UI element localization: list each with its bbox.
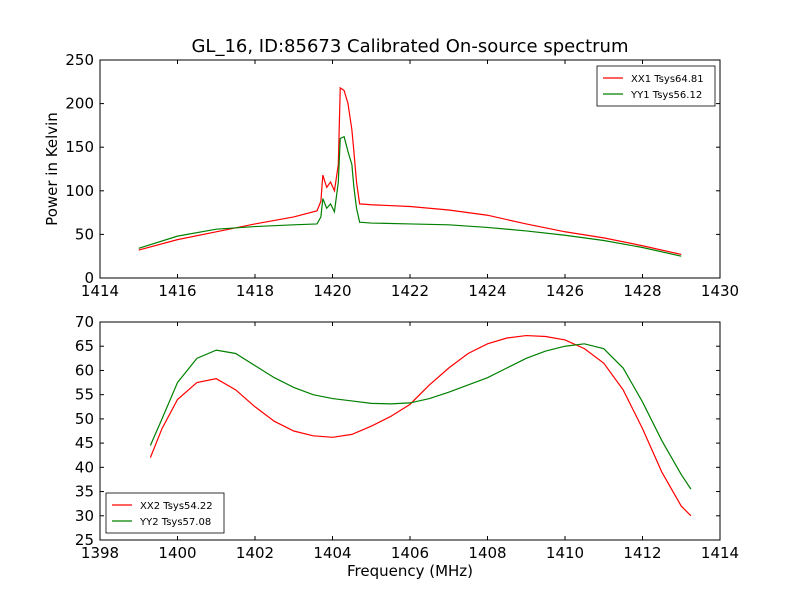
- legend-label: YY1 Tsys56.12: [630, 90, 702, 101]
- y-tick-label: 60: [75, 361, 94, 379]
- y-tick-label: 70: [75, 313, 94, 331]
- y-axis-label: Power in Kelvin: [43, 112, 61, 226]
- legend-box: [596, 65, 716, 107]
- x-tick-label: 1414: [701, 544, 739, 562]
- y-tick-label: 55: [75, 386, 94, 404]
- x-tick-label: 1430: [701, 282, 739, 300]
- y-tick-label: 0: [84, 269, 94, 287]
- x-tick-label: 1428: [623, 282, 661, 300]
- legend-label: XX1 Tsys64.81: [631, 74, 704, 85]
- y-tick-label: 200: [65, 95, 94, 113]
- x-tick-label: 1398: [81, 544, 119, 562]
- y-tick-label: 65: [75, 337, 94, 355]
- y-tick-label: 45: [75, 434, 94, 452]
- y-tick-label: 30: [75, 507, 94, 525]
- x-axis-label: Frequency (MHz): [347, 562, 473, 580]
- x-tick-label: 1414: [81, 282, 119, 300]
- x-tick-label: 1422: [391, 282, 429, 300]
- x-tick-label: 1402: [236, 544, 274, 562]
- series-line-1-1: [138, 86, 682, 256]
- x-tick-label: 1400: [158, 544, 196, 562]
- x-tick-label: 1404: [313, 544, 351, 562]
- y-tick-label: 100: [65, 182, 94, 200]
- x-tick-label: 1416: [158, 282, 196, 300]
- x-tick-label: 1408: [468, 544, 506, 562]
- y-tick-label: 150: [65, 138, 94, 156]
- legend-label: YY2 Tsys57.08: [139, 517, 211, 528]
- y-tick-label: 250: [65, 51, 94, 69]
- legend-box: [105, 492, 225, 534]
- legend-label: XX2 Tsys54.22: [140, 501, 213, 512]
- x-tick-label: 1420: [313, 282, 351, 300]
- y-tick-label: 50: [75, 410, 94, 428]
- x-tick-label: 1418: [236, 282, 274, 300]
- y-tick-label: 35: [75, 483, 94, 501]
- x-tick-label: 1426: [546, 282, 584, 300]
- y-tick-label: 50: [75, 225, 94, 243]
- x-tick-label: 1410: [546, 544, 584, 562]
- x-tick-label: 1424: [468, 282, 506, 300]
- x-tick-label: 1412: [623, 544, 661, 562]
- series-line-2-2: [149, 343, 692, 490]
- y-tick-label: 40: [75, 458, 94, 476]
- x-tick-label: 1406: [391, 544, 429, 562]
- series-line-1-2: [138, 135, 682, 257]
- chart-title: GL_16, ID:85673 Calibrated On-source spe…: [191, 36, 628, 57]
- series-line-2-1: [149, 334, 692, 517]
- y-tick-label: 25: [75, 531, 94, 549]
